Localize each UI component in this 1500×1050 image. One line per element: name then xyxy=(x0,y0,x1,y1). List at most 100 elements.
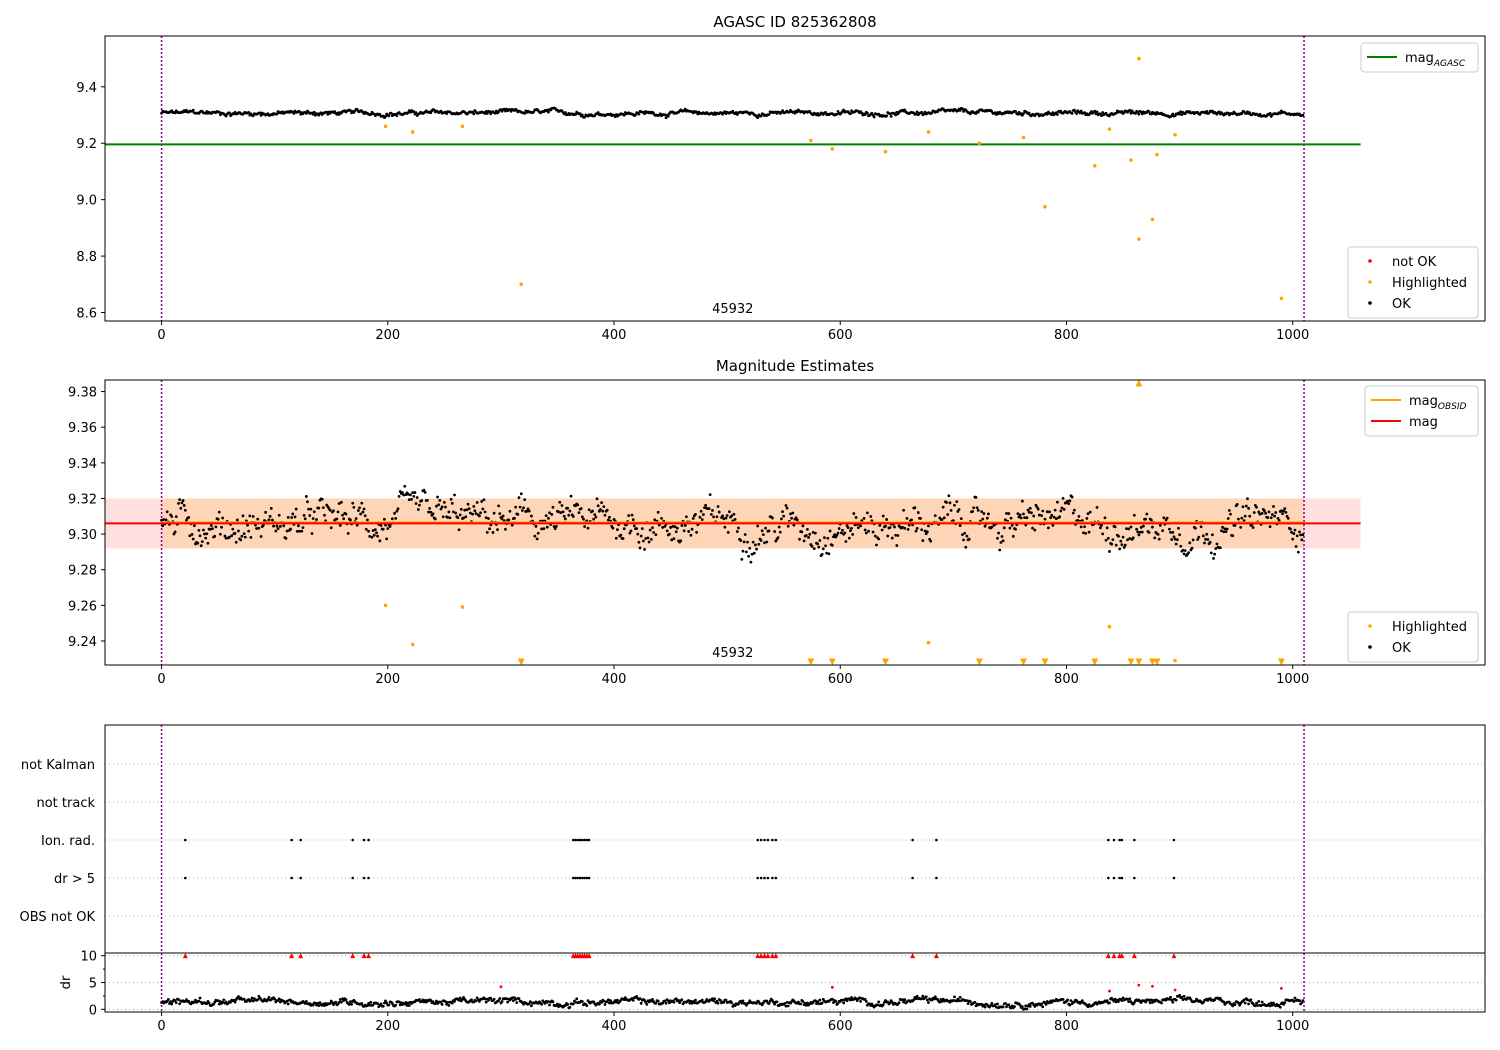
p4-ok-point xyxy=(773,1002,777,1006)
p4-ok-point xyxy=(767,1002,771,1005)
p2-ok-point xyxy=(206,541,210,545)
p2-ok-point xyxy=(213,534,217,538)
p4-ok-point xyxy=(1218,996,1222,1000)
p4-ok-point xyxy=(718,998,722,1002)
p4-ok-point xyxy=(724,998,728,1002)
p4-ok-point xyxy=(444,1000,447,1004)
p2-ok-point xyxy=(178,498,182,502)
p4-ok-point xyxy=(990,1001,994,1005)
p2-ok-point xyxy=(448,516,452,520)
p2-ok-point xyxy=(621,537,625,540)
p4-ok-point xyxy=(575,997,579,1001)
p4-ok-point xyxy=(1128,997,1132,1001)
p4-ok-point xyxy=(958,995,962,999)
p2-ok-point xyxy=(1215,542,1219,546)
p2-ok-point xyxy=(888,526,892,529)
p2-ok-point xyxy=(669,526,672,529)
p2-ok-point xyxy=(423,491,427,494)
p2-ok-point xyxy=(1300,538,1304,542)
p1-ok-point xyxy=(523,111,527,115)
p2-ok-point xyxy=(689,533,693,537)
p4-ok-point xyxy=(237,995,240,998)
p4-ok-point xyxy=(713,997,717,1001)
p1-highlighted-point xyxy=(977,141,982,146)
p3-flag-point xyxy=(574,838,577,842)
p4-ok-point xyxy=(1044,1002,1048,1006)
p2-ok-point xyxy=(1270,513,1274,516)
p4-ok-point xyxy=(933,995,937,999)
p4-ok-point xyxy=(316,1001,320,1005)
p2-ok-point xyxy=(1068,499,1072,503)
p3-flag-point xyxy=(367,876,370,880)
p4-ok-point xyxy=(435,999,438,1003)
p2-ok-point xyxy=(791,511,795,515)
p1-highlighted-point xyxy=(809,138,813,143)
p2-ok-point xyxy=(804,534,808,537)
p2-ok-point xyxy=(160,518,163,522)
p4-ok-point xyxy=(842,1001,846,1005)
p4-clipped-marker xyxy=(182,953,188,959)
p3-flag-point xyxy=(1120,838,1124,842)
p2-ok-point xyxy=(1281,512,1284,516)
p4-ok-point xyxy=(194,998,197,1002)
p3-category-label: not track xyxy=(36,796,95,811)
p2-ok-point xyxy=(821,547,825,551)
p2-ok-point xyxy=(518,505,522,509)
p4-ok-point xyxy=(616,998,619,1002)
p4-clipped-marker xyxy=(586,953,592,959)
p4-ok-point xyxy=(1068,1003,1072,1007)
p1-ok-point xyxy=(1051,111,1055,115)
p2-ok-point xyxy=(733,517,737,521)
p2-ok-point xyxy=(484,516,488,520)
p2-ok-point xyxy=(616,528,619,532)
p1-bottom-legend-box xyxy=(1347,246,1479,319)
p2-ok-point xyxy=(221,516,225,520)
p2-ok-point xyxy=(660,517,663,520)
p2-ok-point xyxy=(1227,509,1231,512)
p2-ok-point xyxy=(679,539,683,543)
p2-ok-point xyxy=(807,535,810,539)
p4-ok-point xyxy=(813,999,817,1003)
p2-ok-point xyxy=(685,515,688,519)
p4-ok-point xyxy=(500,1000,504,1003)
p2-above-range-marker xyxy=(1135,379,1143,387)
p2-ok-point xyxy=(517,496,521,500)
p2-ok-point xyxy=(905,517,909,520)
p3-flag-point xyxy=(351,838,355,842)
p2-ok-point xyxy=(614,536,618,540)
p2-ok-point xyxy=(241,514,245,518)
p4-ok-point xyxy=(850,996,853,999)
p2-ok-point xyxy=(351,501,355,505)
p2-ok-point xyxy=(1173,537,1177,541)
p4-ok-point xyxy=(478,1000,481,1003)
p2-ok-point xyxy=(1209,551,1213,555)
p1-ok-point xyxy=(888,112,892,116)
p4-clipped-marker xyxy=(933,953,939,959)
p2-ok-point xyxy=(854,516,858,519)
p2-ok-point xyxy=(563,517,567,521)
p2-ok-point xyxy=(965,534,969,538)
p4-clipped-marker xyxy=(761,953,767,959)
p2-xtick-label: 600 xyxy=(828,672,853,687)
p2-ok-point xyxy=(1241,505,1245,509)
p2-ok-point xyxy=(700,518,704,521)
p2-ok-point xyxy=(230,534,234,538)
p4-ok-point xyxy=(571,1002,575,1006)
p4-clipped-marker xyxy=(366,953,372,959)
p1-ok-point xyxy=(1100,114,1103,118)
p3-flag-point xyxy=(367,838,370,842)
p2-ok-point xyxy=(1120,543,1124,547)
p4-ok-point xyxy=(957,999,961,1003)
p1-ok-point xyxy=(191,108,195,112)
p4-ok-point xyxy=(1069,999,1073,1003)
p2-ok-point xyxy=(674,530,678,534)
p2-ok-point xyxy=(224,536,228,540)
p1-highlighted-point xyxy=(1137,56,1141,61)
p2-ok-point xyxy=(849,529,852,533)
p4-ok-point xyxy=(741,999,745,1003)
p2-ok-point xyxy=(468,511,472,515)
p3-flag-point xyxy=(911,876,914,880)
p2-ok-point xyxy=(308,514,312,517)
p2-ok-point xyxy=(971,509,974,513)
p2-ok-point xyxy=(337,502,341,505)
